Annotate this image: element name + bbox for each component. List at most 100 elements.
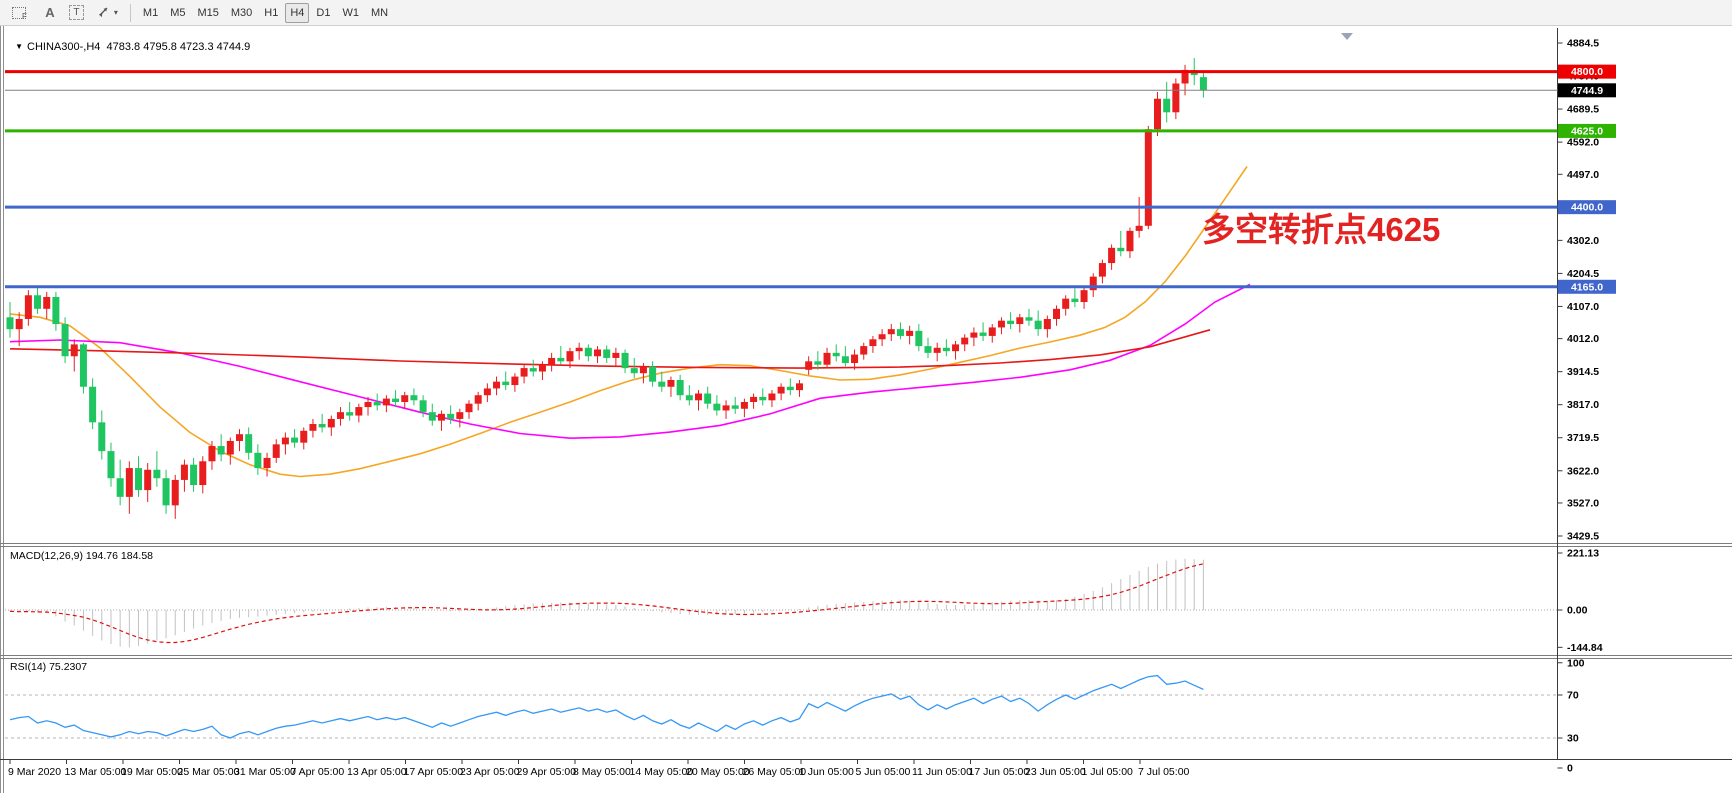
macd-axis-label: 221.13: [1567, 547, 1599, 559]
price-axis-labels: 4884.54787.04689.54592.04497.04302.04204…: [1557, 38, 1599, 543]
candle-body: [1053, 308, 1061, 319]
price-tick-label: 4204.5: [1567, 268, 1599, 280]
chart-window-left-border: [0, 26, 4, 793]
candle-body: [382, 398, 390, 406]
candle-body: [1016, 317, 1024, 325]
candle-body: [190, 464, 198, 486]
candle-body: [823, 352, 831, 365]
candle-body: [731, 405, 739, 409]
svg-text:4165.0: 4165.0: [1571, 281, 1603, 293]
candle-body: [924, 346, 932, 353]
time-tick-label: 31 Mar 05:00: [234, 766, 296, 778]
candle-body: [180, 464, 188, 480]
text-label-button[interactable]: A: [38, 3, 62, 23]
candle-body: [208, 446, 216, 462]
candle-body: [805, 361, 813, 370]
time-tick-label: 11 Jun 05:00: [912, 766, 972, 778]
candle-body: [318, 424, 326, 428]
price-tick-label: 4302.0: [1567, 235, 1599, 247]
candle-body: [851, 354, 859, 364]
candle-body: [327, 418, 335, 428]
time-tick-label: 26 May 05:00: [743, 766, 807, 778]
candle-body: [740, 401, 748, 409]
candle-body: [603, 349, 611, 358]
candle-body: [685, 395, 693, 401]
time-tick-label: 17 Jun 05:00: [969, 766, 1030, 778]
candle-body: [336, 412, 344, 419]
timeframe-button-D1[interactable]: D1: [311, 3, 335, 23]
candle-body: [695, 393, 702, 401]
candle-body: [1098, 263, 1106, 277]
candle-body: [649, 366, 657, 382]
candle-body: [786, 386, 794, 391]
timeframe-button-M1[interactable]: M1: [138, 3, 163, 23]
timeframe-button-M30[interactable]: M30: [226, 3, 257, 23]
candle-body: [896, 329, 904, 336]
price-tick-label: 3817.0: [1567, 399, 1599, 411]
candle-body: [952, 344, 960, 352]
dock-grid-icon: [12, 6, 26, 19]
candle-body: [575, 347, 583, 352]
arrow-tools-button[interactable]: ▾: [91, 3, 123, 23]
candle-body: [621, 352, 629, 369]
candle-body: [419, 400, 427, 413]
candle-body: [1034, 320, 1042, 330]
time-tick-label: 17 Apr 05:00: [404, 766, 464, 778]
price-tick-label: 3719.5: [1567, 432, 1599, 444]
collapse-icon[interactable]: ▼: [15, 42, 24, 51]
candle-body: [272, 444, 280, 458]
candle-body: [15, 318, 23, 330]
candle-body: [153, 469, 161, 479]
candle-body: [1025, 317, 1033, 321]
timeframe-button-M5[interactable]: M5: [165, 3, 190, 23]
candle-body: [226, 440, 234, 455]
candle-body: [777, 386, 785, 394]
toolbar-separator: [129, 3, 131, 22]
candle-body: [1181, 69, 1189, 84]
candle-body: [98, 422, 106, 452]
candle-body: [676, 379, 684, 396]
chart-shift-marker-icon[interactable]: [1341, 33, 1353, 40]
candle-body: [915, 330, 923, 347]
ma-red-line: [9, 329, 1211, 369]
price-tick-label: 3914.5: [1567, 366, 1599, 378]
candle-body: [612, 352, 620, 358]
time-tick-label: 23 Apr 05:00: [460, 766, 520, 778]
candle-body: [34, 295, 42, 309]
candle-body: [135, 468, 143, 491]
dock-grid-button[interactable]: F: [7, 3, 36, 23]
candle-body: [961, 337, 969, 345]
ohlc-values: 4783.8 4795.8 4723.3 4744.9: [106, 41, 251, 53]
timeframe-button-H1[interactable]: H1: [259, 3, 283, 23]
macd-histogram: [9, 558, 1204, 648]
price-badge-4800.0: 4800.0: [1558, 64, 1616, 79]
macd-indicator-label: MACD(12,26,9) 194.76 184.58: [10, 550, 154, 562]
text-tool-button[interactable]: T: [64, 3, 89, 23]
candle-body: [346, 412, 354, 416]
chart-canvas[interactable]: 4884.54787.04689.54592.04497.04302.04204…: [0, 26, 1732, 793]
timeframe-button-M15[interactable]: M15: [192, 3, 223, 23]
rsi-axis-labels: 100 70 30 0: [1557, 657, 1585, 775]
svg-text:4400.0: 4400.0: [1571, 202, 1603, 214]
candle-body: [355, 407, 363, 416]
rsi-axis-label: 0: [1567, 763, 1573, 775]
dock-grid-label: F: [22, 12, 27, 21]
candle-body: [493, 381, 501, 389]
timeframe-button-MN[interactable]: MN: [366, 3, 393, 23]
candle-body: [291, 437, 299, 443]
candle-body: [162, 478, 170, 506]
candle-body: [43, 296, 51, 309]
price-tick-label: 3527.0: [1567, 497, 1599, 509]
price-badge-4165.0: 4165.0: [1558, 279, 1616, 294]
candle-body: [171, 479, 179, 506]
price-tick-label: 4689.5: [1567, 104, 1599, 116]
candle-body: [1135, 225, 1143, 231]
candle-body: [107, 451, 115, 479]
candle-body: [529, 368, 537, 372]
time-tick-label: 23 Jun 05:00: [1025, 766, 1086, 778]
timeframe-button-W1[interactable]: W1: [337, 3, 364, 23]
candle-body: [1089, 276, 1097, 291]
timeframe-button-H4[interactable]: H4: [285, 2, 310, 23]
candle-body: [1043, 318, 1051, 330]
